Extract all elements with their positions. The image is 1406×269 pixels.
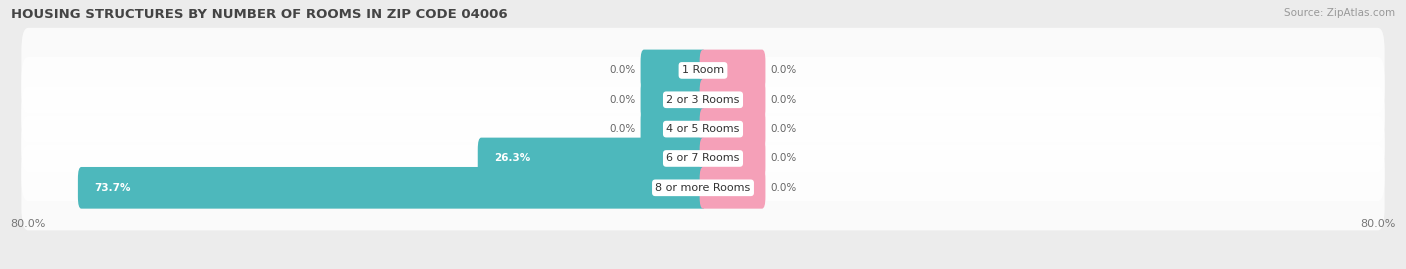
Text: 6 or 7 Rooms: 6 or 7 Rooms (666, 154, 740, 164)
FancyBboxPatch shape (21, 57, 1385, 142)
Text: 73.7%: 73.7% (94, 183, 131, 193)
FancyBboxPatch shape (641, 49, 706, 91)
Legend: Owner-occupied, Renter-occupied: Owner-occupied, Renter-occupied (579, 266, 827, 269)
FancyBboxPatch shape (641, 79, 706, 121)
FancyBboxPatch shape (21, 28, 1385, 113)
Text: 0.0%: 0.0% (609, 95, 636, 105)
Text: 8 or more Rooms: 8 or more Rooms (655, 183, 751, 193)
Text: 0.0%: 0.0% (770, 95, 797, 105)
Text: 1 Room: 1 Room (682, 65, 724, 75)
FancyBboxPatch shape (21, 87, 1385, 172)
FancyBboxPatch shape (21, 116, 1385, 201)
Text: 0.0%: 0.0% (770, 183, 797, 193)
Text: HOUSING STRUCTURES BY NUMBER OF ROOMS IN ZIP CODE 04006: HOUSING STRUCTURES BY NUMBER OF ROOMS IN… (11, 8, 508, 21)
Text: 0.0%: 0.0% (770, 65, 797, 75)
FancyBboxPatch shape (700, 108, 765, 150)
Text: 4 or 5 Rooms: 4 or 5 Rooms (666, 124, 740, 134)
Text: Source: ZipAtlas.com: Source: ZipAtlas.com (1284, 8, 1395, 18)
Text: 0.0%: 0.0% (770, 124, 797, 134)
FancyBboxPatch shape (700, 79, 765, 121)
Text: 26.3%: 26.3% (494, 154, 530, 164)
Text: 0.0%: 0.0% (609, 65, 636, 75)
FancyBboxPatch shape (478, 138, 706, 179)
Text: 2 or 3 Rooms: 2 or 3 Rooms (666, 95, 740, 105)
FancyBboxPatch shape (700, 49, 765, 91)
FancyBboxPatch shape (700, 167, 765, 209)
FancyBboxPatch shape (700, 138, 765, 179)
Text: 0.0%: 0.0% (770, 154, 797, 164)
FancyBboxPatch shape (21, 145, 1385, 230)
FancyBboxPatch shape (641, 108, 706, 150)
Text: 0.0%: 0.0% (609, 124, 636, 134)
FancyBboxPatch shape (77, 167, 706, 209)
